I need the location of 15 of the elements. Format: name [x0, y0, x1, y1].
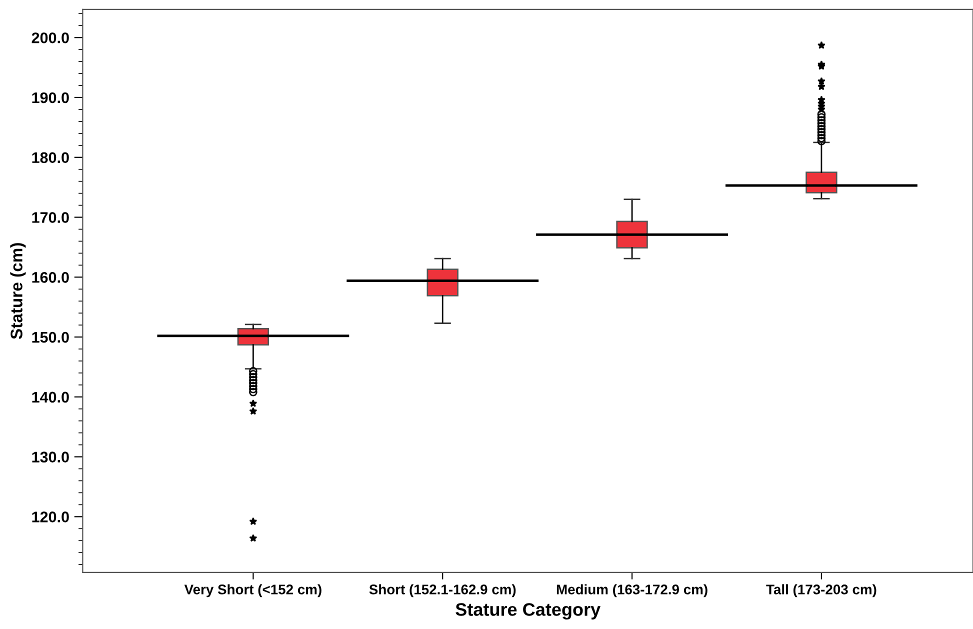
x-tick-label: Short (152.1-162.9 cm): [369, 584, 516, 598]
y-tick-label: 200.0: [32, 32, 69, 44]
y-tick-label: 140.0: [32, 392, 69, 403]
y-tick-label: 170.0: [32, 212, 69, 223]
x-axis-title: Stature Category: [456, 603, 600, 620]
y-axis-title: Stature (cm): [10, 243, 26, 340]
y-tick-label: 150.0: [32, 332, 69, 343]
y-tick-label: 160.0: [32, 272, 69, 283]
x-tick-label: Tall (173-203 cm): [766, 584, 876, 598]
x-tick-label: Medium (163-172.9 cm): [556, 584, 708, 598]
y-tick-label: 120.0: [32, 512, 69, 522]
y-tick-label: 130.0: [32, 452, 69, 463]
y-tick-label: 190.0: [32, 92, 69, 104]
x-tick-label: Very Short (<152 cm): [184, 584, 322, 598]
y-tick-label: 180.0: [32, 152, 69, 164]
